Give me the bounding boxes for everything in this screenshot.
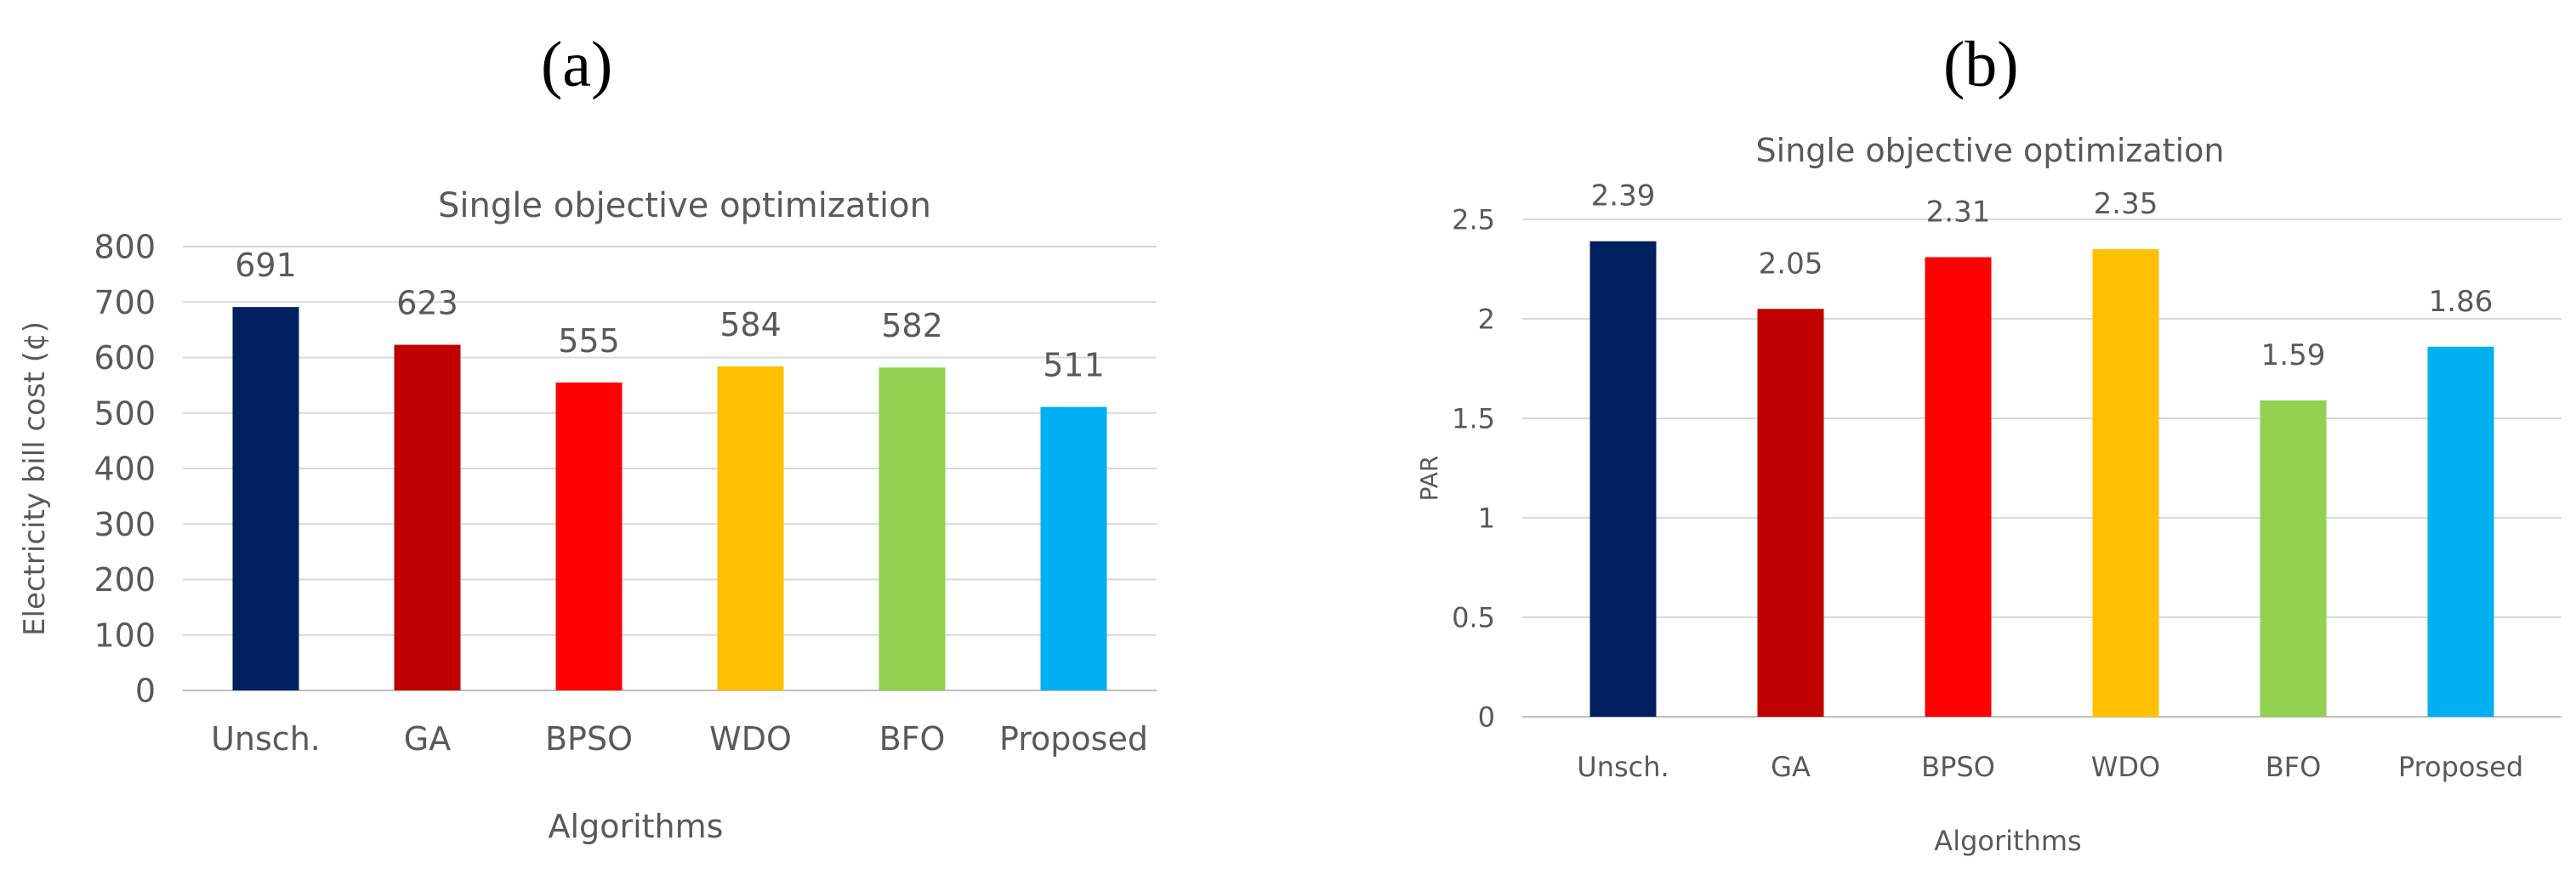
x-tick-label: Unsch. xyxy=(1577,751,1669,783)
x-tick-label: GA xyxy=(404,720,451,758)
y-tick-label: 1.5 xyxy=(1452,403,1495,435)
data-label: 555 xyxy=(558,322,620,360)
bar-ga xyxy=(394,344,461,690)
y-tick-label: 800 xyxy=(94,229,156,266)
data-label: 2.39 xyxy=(1591,179,1656,213)
y-axis-label: PAR xyxy=(1415,456,1443,502)
bar-unsch xyxy=(232,307,299,690)
y-tick-label: 100 xyxy=(94,616,156,654)
bar-unsch xyxy=(1589,241,1657,717)
x-tick-label: Proposed xyxy=(999,720,1148,758)
x-tick-label: BPSO xyxy=(545,720,633,758)
bar-bfo xyxy=(2260,400,2327,717)
panel-label-a: (a) xyxy=(541,29,613,100)
x-tick-label: BPSO xyxy=(1921,751,1995,783)
chart-title: Single objective optimization xyxy=(438,186,931,225)
bar-bpso xyxy=(1925,257,1992,718)
data-label: 584 xyxy=(719,306,782,343)
y-tick-label: 2.5 xyxy=(1452,204,1495,236)
x-tick-label: BFO xyxy=(879,720,946,758)
panel-label-b: (b) xyxy=(1943,29,2019,100)
bar-wdo xyxy=(2092,249,2159,718)
y-axis-label: Electricity bill cost (¢) xyxy=(18,321,52,636)
y-tick-label: 700 xyxy=(94,284,156,321)
y-tick-label: 200 xyxy=(94,561,156,599)
data-label: 1.86 xyxy=(2429,285,2494,319)
chart-title: Single objective optimization xyxy=(1756,132,2225,169)
bar-ga xyxy=(1757,309,1824,717)
data-label: 2.35 xyxy=(2094,187,2158,221)
y-tick-label: 0 xyxy=(1478,701,1495,734)
bar-bpso xyxy=(555,382,623,690)
y-tick-label: 400 xyxy=(94,451,156,488)
x-tick-label: GA xyxy=(1771,751,1811,783)
y-tick-label: 600 xyxy=(94,339,156,377)
bar-proposed xyxy=(1040,406,1107,690)
bar-bfo xyxy=(879,367,946,690)
data-label: 2.05 xyxy=(1759,247,1823,281)
data-label: 2.31 xyxy=(1926,195,1991,229)
x-tick-label: BFO xyxy=(2266,751,2322,783)
y-tick-label: 0.5 xyxy=(1452,602,1495,634)
x-tick-label: WDO xyxy=(2091,751,2160,783)
bar-proposed xyxy=(2427,346,2494,717)
x-axis-label: Algorithms xyxy=(1934,825,2081,857)
x-tick-label: Proposed xyxy=(2398,751,2523,783)
data-label: 1.59 xyxy=(2261,338,2326,372)
x-axis-label: Algorithms xyxy=(549,808,724,845)
bar-wdo xyxy=(717,366,784,690)
data-label: 511 xyxy=(1043,347,1105,384)
data-label: 582 xyxy=(881,307,943,344)
y-tick-label: 0 xyxy=(135,673,156,710)
y-tick-label: 2 xyxy=(1478,304,1495,336)
x-tick-label: WDO xyxy=(709,720,792,758)
data-label: 691 xyxy=(235,247,297,284)
x-tick-label: Unsch. xyxy=(211,720,321,758)
y-tick-label: 500 xyxy=(94,395,156,432)
y-tick-label: 300 xyxy=(94,506,156,543)
y-tick-label: 1 xyxy=(1478,502,1495,535)
data-label: 623 xyxy=(396,284,458,321)
